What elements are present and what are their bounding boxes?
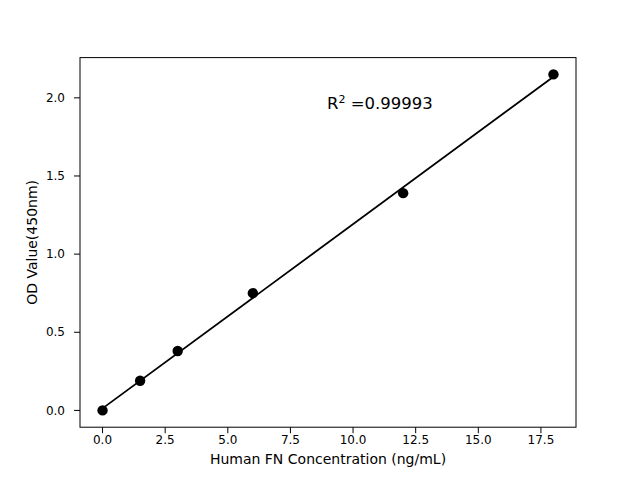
- data-point: [548, 69, 558, 79]
- data-point: [248, 288, 258, 298]
- y-tick-label: 0.5: [46, 325, 65, 339]
- x-axis-label: Human FN Concentration (ng/mL): [210, 451, 446, 467]
- data-point: [135, 376, 145, 386]
- scatter-plot: 0.0 2.5 5.0 7.5 10.0 12.5 15.0 17.5 0.0 0.5 1.0 1.5…: [0, 0, 640, 480]
- x-tick-label: 17.5: [528, 433, 555, 447]
- x-tick-label: 0.0: [93, 433, 112, 447]
- data-point: [398, 188, 408, 198]
- x-tick-label: 5.0: [218, 433, 237, 447]
- y-tick-label: 0.0: [46, 404, 65, 418]
- x-tick-label: 2.5: [156, 433, 175, 447]
- x-tick-label: 10.0: [340, 433, 367, 447]
- calibration-curve-figure: 0.0 2.5 5.0 7.5 10.0 12.5 15.0 17.5 0.0 0.5 1.0 1.5…: [0, 0, 640, 480]
- fit-line: [103, 77, 554, 409]
- y-tick-label: 1.0: [46, 247, 65, 261]
- y-tick-label: 2.0: [46, 91, 65, 105]
- x-tick-label: 15.0: [465, 433, 492, 447]
- x-tick-label: 12.5: [402, 433, 429, 447]
- data-point: [97, 405, 107, 415]
- x-tick-label: 7.5: [281, 433, 300, 447]
- data-point: [172, 346, 182, 356]
- r-squared-annotation: R2 =0.99993: [327, 93, 433, 114]
- y-axis-label: OD Value(450nm): [25, 180, 41, 305]
- y-tick-label: 1.5: [46, 169, 65, 183]
